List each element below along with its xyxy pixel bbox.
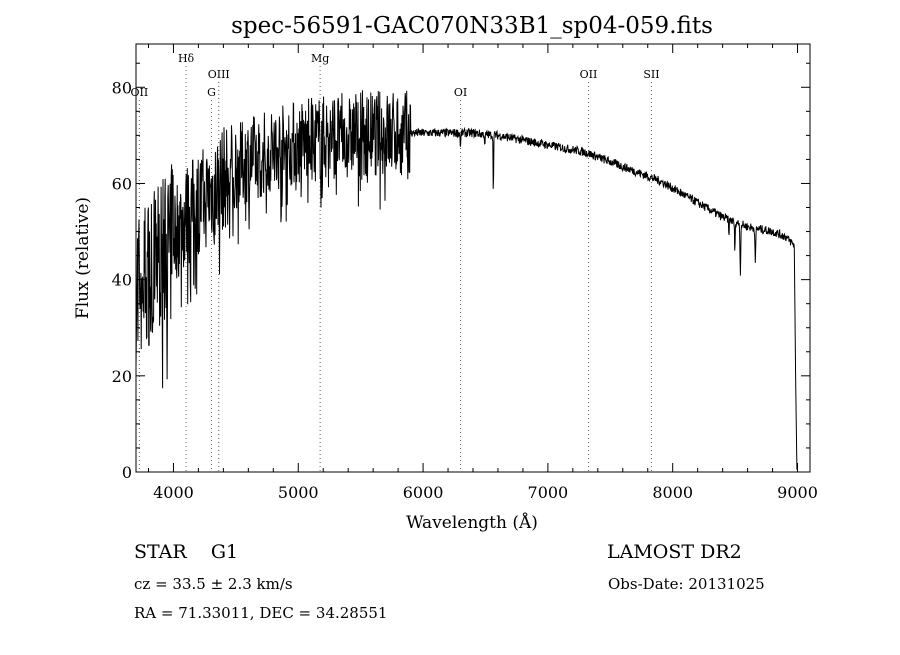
x-tick-label: 6000 (403, 483, 444, 502)
plot-frame (135, 43, 811, 473)
line-marker-label: SII (643, 68, 659, 81)
x-axis-label: Wavelength (Å) (406, 512, 538, 533)
x-tick-label: 8000 (652, 483, 693, 502)
y-axis-label: Flux (relative) (73, 197, 93, 319)
line-marker-label: OII (131, 86, 149, 99)
line-markers: Hδ OIII G Mg OII OI OII SII (131, 52, 660, 472)
survey-label: LAMOST DR2 (607, 541, 742, 563)
y-tick-label: 0 (122, 463, 132, 482)
line-marker-label: OIII (208, 68, 230, 81)
y-tick-label: 80 (112, 78, 132, 97)
line-marker-label: Hδ (178, 52, 195, 65)
line-marker-label: OII (580, 68, 598, 81)
y-tick-label: 20 (112, 367, 132, 386)
line-marker-label: G (207, 86, 216, 99)
x-tick-label: 4000 (153, 483, 194, 502)
x-tick-label: 9000 (777, 483, 818, 502)
axis-ticks: 4000 5000 6000 7000 8000 9000 0 20 40 60 80 (112, 44, 818, 502)
redshift-text: cz = 33.5 ± 2.3 km/s (134, 575, 293, 593)
line-marker-label: OI (454, 86, 467, 99)
coordinates: RA = 71.33011, DEC = 34.28551 (134, 604, 388, 622)
obs-date: Obs-Date: 20131025 (608, 575, 765, 593)
y-tick-label: 40 (112, 271, 132, 290)
spectrum-line (135, 90, 798, 470)
y-tick-label: 60 (112, 174, 132, 193)
x-tick-label: 7000 (528, 483, 569, 502)
chart-title: spec-56591-GAC070N33B1_sp04-059.fits (231, 13, 713, 39)
x-tick-label: 5000 (278, 483, 319, 502)
object-class: STAR G1 (134, 541, 239, 563)
line-marker-label: Mg (311, 52, 329, 65)
